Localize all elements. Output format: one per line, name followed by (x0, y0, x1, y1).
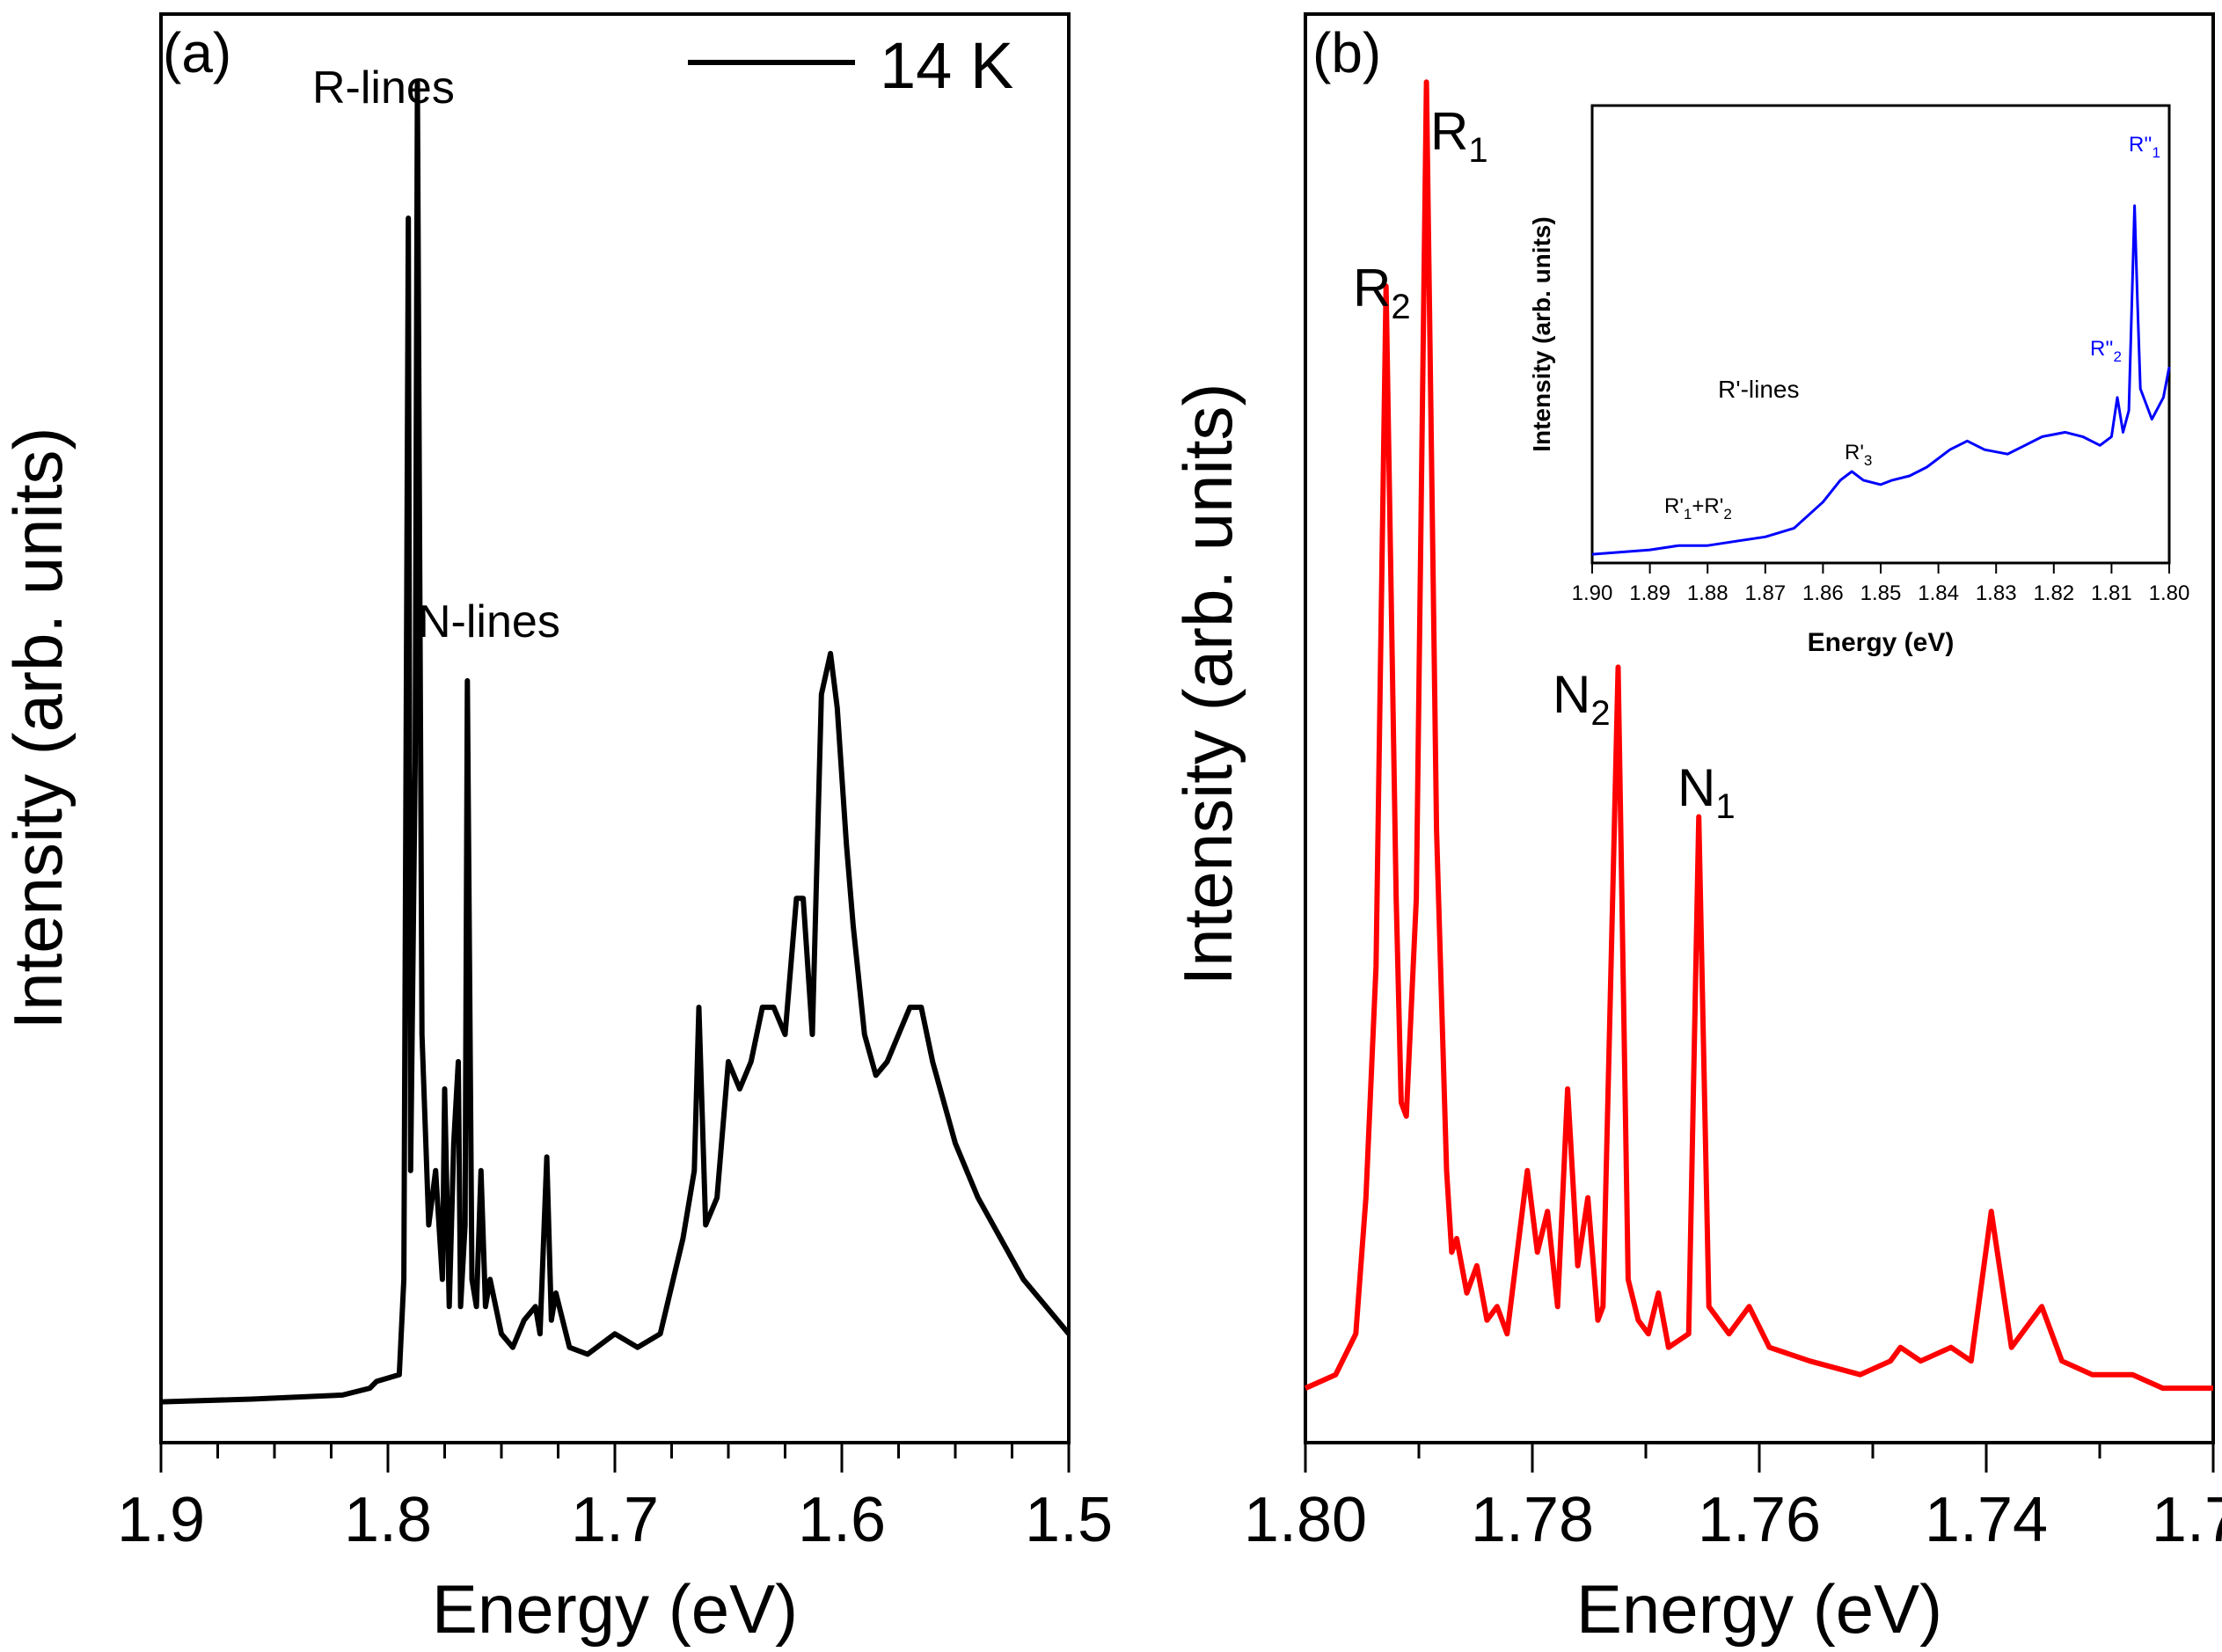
inset-annotation-r-prime-3-sub: 3 (1864, 452, 1872, 469)
x-tick-label: 1.80 (2149, 581, 2190, 605)
annotation-r2: R2 (1353, 259, 1411, 326)
inset-annotation-r-prime-2-main: +R' (1692, 494, 1723, 518)
panel-a-frame (159, 12, 1071, 1444)
x-tick-label: 1.85 (1860, 581, 1902, 605)
inset: 1.90 1.89 1.88 1.87 1.86 1.85 1.84 1.83 1.82 1.81… (1528, 104, 2190, 657)
inset-annotation-r-double-prime-2: R''2 (2090, 337, 2122, 365)
x-tick-label: 1.9 (117, 1485, 205, 1555)
inset-annotation-r-double-prime-2-sub: 2 (2114, 348, 2122, 365)
annotation-r1-main: R (1430, 102, 1468, 161)
inset-annotation-r-double-prime-1-sub: 1 (2153, 144, 2160, 161)
annotation-n1-main: N (1677, 758, 1715, 817)
inset-annotation-r-double-prime-2-main: R'' (2090, 337, 2114, 361)
annotation-r1: R1 (1430, 102, 1488, 170)
x-tick-label: 1.89 (1629, 581, 1670, 605)
x-tick-label: 1.90 (1572, 581, 1613, 605)
inset-tick-labels: 1.90 1.89 1.88 1.87 1.86 1.85 1.84 1.83 1.82 1.81… (1572, 581, 2190, 605)
x-tick-label: 1.76 (1698, 1485, 1821, 1555)
inset-annotation-r-prime-1-plus-2: R'1+R'2 (1664, 494, 1732, 523)
inset-annotation-r-prime-lines: R'-lines (1718, 376, 1799, 403)
panel-a-label: (a) (163, 21, 231, 84)
panel-a-tick-labels: 1.9 1.8 1.7 1.6 1.5 (117, 1485, 1113, 1555)
annotation-r-lines: R-lines (312, 62, 455, 113)
x-tick-label: 1.7 (571, 1485, 659, 1555)
panel-a: 1.9 1.8 1.7 1.6 1.5 (a) 14 K R-lines N-lines… (0, 12, 1113, 1648)
panel-b: 1.801.781.761.741.72 (b) R1 R2 N2 N1 Ene… (1169, 12, 2222, 1648)
inset-spectrum-line (1591, 204, 2171, 556)
annotation-r1-sub: 1 (1468, 131, 1487, 170)
annotation-n2: N2 (1553, 665, 1611, 733)
x-tick-label: 1.88 (1687, 581, 1729, 605)
legend-label: 14 K (880, 29, 1013, 102)
panel-b-spectrum-line (1304, 79, 2213, 1392)
inset-annotation-r-double-prime-1: R''1 (2129, 133, 2160, 161)
x-tick-label: 1.81 (2091, 581, 2132, 605)
annotation-r2-sub: 2 (1391, 288, 1410, 326)
x-tick-label: 1.72 (2152, 1485, 2222, 1555)
x-tick-label: 1.78 (1471, 1485, 1594, 1555)
panel-b-tick-labels: 1.80 1.78 1.76 1.74 1.72 (1244, 1485, 2222, 1555)
inset-annotation-r-prime-2-sub: 2 (1723, 506, 1731, 523)
panel-b-y-axis-label: Intensity (arb. units) (1169, 384, 1246, 986)
x-tick-label: 1.84 (1918, 581, 1959, 605)
annotation-n1-sub: 1 (1715, 787, 1735, 826)
x-tick-label: 1.80 (1244, 1485, 1367, 1555)
annotation-n1: N1 (1677, 758, 1736, 826)
x-tick-label: 1.74 (1925, 1485, 2048, 1555)
inset-ticks (1591, 563, 2170, 574)
panel-a-x-axis-label: Energy (eV) (432, 1570, 798, 1648)
inset-annotation-r-prime-3-main: R' (1845, 441, 1864, 464)
panel-a-y-axis-label: Intensity (arb. units) (0, 428, 77, 1030)
inset-annotation-r-prime-1-sub: 1 (1684, 506, 1692, 523)
x-tick-label: 1.5 (1025, 1485, 1113, 1555)
x-tick-label: 1.87 (1744, 581, 1786, 605)
x-tick-label: 1.83 (1976, 581, 2017, 605)
panel-a-spectrum-line (160, 79, 1071, 1405)
panel-b-label: (b) (1312, 21, 1381, 84)
inset-frame (1590, 104, 2171, 565)
x-tick-label: 1.82 (2033, 581, 2074, 605)
x-tick-label: 1.86 (1802, 581, 1844, 605)
inset-x-axis-label: Energy (eV) (1808, 628, 1955, 657)
annotation-n2-sub: 2 (1590, 694, 1610, 733)
inset-annotation-r-prime-1-main: R' (1664, 494, 1684, 518)
inset-annotation-r-double-prime-1-main: R'' (2129, 133, 2153, 157)
annotation-r2-main: R (1353, 259, 1391, 318)
panel-b-x-axis-label: Energy (eV) (1576, 1570, 1942, 1648)
x-tick-label: 1.6 (798, 1485, 886, 1555)
x-tick-label: 1.8 (344, 1485, 432, 1555)
panel-b-ticks (1304, 1443, 2215, 1473)
annotation-n-lines: N-lines (418, 596, 560, 647)
inset-annotation-r-prime-3: R'3 (1845, 441, 1872, 469)
panel-a-ticks (159, 1443, 1071, 1473)
inset-y-axis-label: Intensity (arb. units) (1528, 216, 1555, 452)
annotation-n2-main: N (1553, 665, 1590, 724)
